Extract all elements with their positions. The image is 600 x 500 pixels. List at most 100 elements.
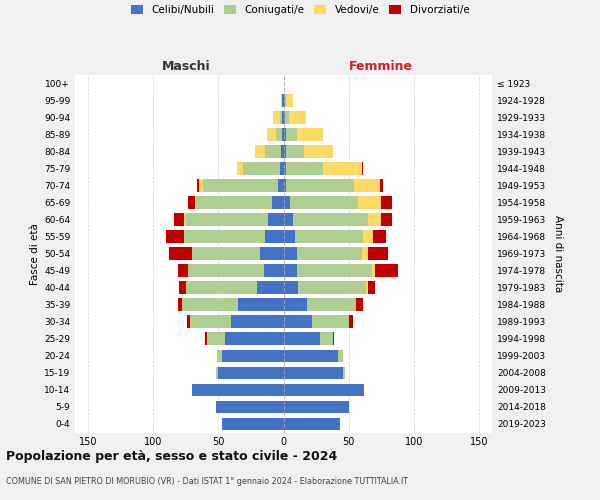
Bar	[222, 418, 284, 430]
Bar	[284, 111, 285, 124]
Bar	[375, 264, 398, 277]
Bar	[281, 94, 282, 107]
Bar	[290, 196, 358, 209]
Bar	[281, 145, 284, 158]
Bar	[187, 316, 190, 328]
Bar	[286, 128, 296, 141]
Bar	[184, 214, 186, 226]
Bar	[197, 180, 199, 192]
Bar	[368, 214, 381, 226]
Y-axis label: Fasce di età: Fasce di età	[30, 223, 40, 284]
Bar	[284, 248, 296, 260]
Bar	[280, 162, 284, 175]
Bar	[196, 196, 272, 209]
Bar	[284, 264, 296, 277]
Bar	[296, 264, 372, 277]
Bar	[255, 145, 265, 158]
Bar	[356, 298, 363, 311]
Bar	[260, 248, 284, 260]
Y-axis label: Anni di nascita: Anni di nascita	[553, 215, 563, 292]
Bar	[268, 214, 284, 226]
Bar	[284, 162, 286, 175]
Bar	[312, 316, 349, 328]
Bar	[333, 332, 334, 345]
Bar	[372, 264, 375, 277]
Bar	[307, 298, 356, 311]
Bar	[284, 418, 340, 430]
Bar	[278, 180, 284, 192]
Bar	[362, 162, 363, 175]
Bar	[285, 111, 289, 124]
Bar	[174, 214, 184, 226]
Bar	[199, 180, 203, 192]
Bar	[293, 214, 368, 226]
Bar	[381, 214, 392, 226]
Text: Maschi: Maschi	[161, 60, 210, 74]
Bar	[282, 94, 284, 107]
Bar	[284, 366, 343, 380]
Bar	[286, 94, 293, 107]
Text: Popolazione per età, sesso e stato civile - 2024: Popolazione per età, sesso e stato civil…	[6, 450, 337, 463]
Legend: Celibi/Nubili, Coniugati/e, Vedovi/e, Divorziati/e: Celibi/Nubili, Coniugati/e, Vedovi/e, Di…	[131, 5, 469, 15]
Bar	[286, 162, 323, 175]
Bar	[192, 248, 260, 260]
Bar	[166, 230, 184, 243]
Bar	[354, 180, 380, 192]
Bar	[296, 128, 323, 141]
Bar	[373, 230, 386, 243]
Bar	[169, 248, 192, 260]
Bar	[368, 282, 375, 294]
Bar	[284, 128, 286, 141]
Bar	[368, 248, 388, 260]
Bar	[178, 298, 182, 311]
Bar	[284, 145, 286, 158]
Bar	[217, 350, 222, 362]
Bar	[205, 332, 206, 345]
Bar	[289, 111, 305, 124]
Bar	[265, 145, 281, 158]
Bar	[286, 180, 354, 192]
Bar	[243, 162, 280, 175]
Bar	[280, 111, 282, 124]
Bar	[320, 332, 333, 345]
Bar	[285, 94, 286, 107]
Bar	[282, 111, 284, 124]
Bar	[190, 316, 232, 328]
Bar	[363, 230, 373, 243]
Bar	[284, 196, 290, 209]
Bar	[323, 162, 362, 175]
Bar	[380, 180, 383, 192]
Bar	[225, 332, 284, 345]
Bar	[186, 282, 257, 294]
Bar	[284, 230, 295, 243]
Bar	[284, 94, 285, 107]
Bar	[284, 332, 320, 345]
Bar	[284, 214, 293, 226]
Bar	[343, 366, 345, 380]
Bar	[362, 248, 368, 260]
Bar	[272, 196, 284, 209]
Bar	[304, 145, 333, 158]
Bar	[265, 230, 284, 243]
Bar	[275, 128, 282, 141]
Bar	[298, 282, 365, 294]
Bar	[284, 316, 312, 328]
Bar	[192, 384, 284, 396]
Bar	[203, 180, 278, 192]
Bar	[284, 350, 338, 362]
Bar	[273, 111, 280, 124]
Bar	[286, 145, 304, 158]
Bar	[257, 282, 284, 294]
Bar	[381, 196, 392, 209]
Bar	[195, 196, 196, 209]
Bar	[178, 264, 188, 277]
Bar	[365, 282, 368, 294]
Text: COMUNE DI SAN PIETRO DI MORUBIO (VR) - Dati ISTAT 1° gennaio 2024 - Elaborazione: COMUNE DI SAN PIETRO DI MORUBIO (VR) - D…	[6, 478, 408, 486]
Bar	[236, 162, 243, 175]
Bar	[188, 196, 195, 209]
Bar	[206, 332, 225, 345]
Bar	[338, 350, 343, 362]
Bar	[216, 400, 284, 413]
Bar	[238, 298, 284, 311]
Bar	[179, 282, 186, 294]
